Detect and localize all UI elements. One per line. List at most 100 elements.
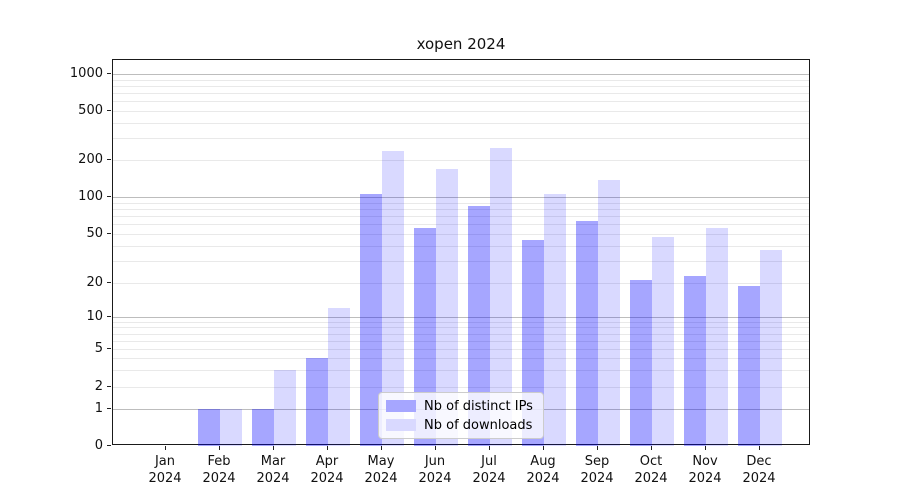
minor-gridline [113, 85, 809, 87]
x-tick-year: 2024 [688, 471, 722, 486]
x-tick-year: 2024 [148, 471, 182, 486]
chart-title: xopen 2024 [416, 35, 506, 53]
x-tick-year: 2024 [418, 471, 452, 486]
bar-downloads [490, 148, 512, 446]
minor-gridline [113, 349, 809, 350]
bar-downloads [706, 228, 728, 446]
legend-item: Nb of distinct IPs [386, 397, 536, 415]
x-tick-mark [381, 446, 382, 450]
y-tick-label: 1 [94, 400, 103, 416]
bar-distinct-ips [306, 358, 328, 446]
bar-downloads [382, 151, 404, 446]
minor-gridline [113, 101, 809, 103]
major-gridline [113, 317, 809, 318]
y-tick-mark [107, 110, 111, 111]
x-tick-month: Oct [639, 454, 663, 469]
minor-gridline [113, 216, 809, 217]
x-tick-year: 2024 [364, 471, 398, 486]
y-tick-label: 20 [86, 274, 103, 290]
minor-gridline [113, 122, 809, 124]
x-tick-label: Sep 2024 [570, 453, 624, 487]
bar-distinct-ips [738, 285, 760, 446]
minor-gridline [113, 333, 809, 335]
x-tick-mark [705, 446, 706, 450]
x-tick-mark [327, 446, 328, 450]
bar-downloads [760, 250, 782, 446]
minor-gridline [113, 370, 809, 372]
major-gridline [113, 74, 809, 75]
x-tick-mark [273, 446, 274, 450]
minor-gridline [113, 111, 809, 112]
bar-distinct-ips [252, 409, 274, 446]
bar-distinct-ips [414, 228, 436, 446]
x-tick-label: Dec 2024 [732, 453, 786, 487]
bar-distinct-ips [198, 409, 220, 446]
x-tick-mark [651, 446, 652, 450]
x-tick-year: 2024 [634, 471, 668, 486]
x-tick-month: Jul [481, 454, 497, 469]
y-tick-label: 200 [78, 151, 103, 167]
y-tick-label: 10 [86, 308, 103, 324]
x-tick-mark [435, 446, 436, 450]
minor-gridline [113, 340, 809, 342]
x-tick-label: Jun 2024 [408, 453, 462, 487]
bar-downloads [436, 168, 458, 446]
x-tick-mark [165, 446, 166, 450]
minor-gridline [113, 358, 809, 360]
minor-gridline [113, 283, 809, 284]
minor-gridline [113, 234, 809, 235]
x-tick-mark [759, 446, 760, 450]
x-tick-label: Nov 2024 [678, 453, 732, 487]
x-tick-mark [543, 446, 544, 450]
bar-distinct-ips [468, 206, 490, 446]
minor-gridline [113, 202, 809, 204]
x-tick-label: Feb 2024 [192, 453, 246, 487]
y-tick-label: 5 [94, 340, 103, 356]
y-tick-mark [107, 73, 111, 74]
minor-gridline [113, 79, 809, 81]
y-tick-mark [107, 159, 111, 160]
x-tick-month: May [367, 454, 395, 469]
minor-gridline [113, 261, 809, 263]
legend-swatch [386, 419, 416, 431]
bar-distinct-ips [360, 194, 382, 446]
minor-gridline [113, 387, 809, 388]
minor-gridline [113, 160, 809, 161]
x-tick-mark [597, 446, 598, 450]
x-tick-month: Feb [207, 454, 231, 469]
y-tick-mark [107, 408, 111, 409]
bar-downloads [274, 370, 296, 446]
legend: Nb of distinct IPs Nb of downloads [378, 392, 544, 439]
x-tick-mark [219, 446, 220, 450]
y-tick-label: 1000 [69, 65, 103, 81]
x-tick-month: Nov [692, 454, 718, 469]
x-tick-label: Jan 2024 [138, 453, 192, 487]
x-tick-year: 2024 [580, 471, 614, 486]
x-tick-year: 2024 [202, 471, 236, 486]
bar-downloads [328, 308, 350, 446]
minor-gridline [113, 327, 809, 329]
x-tick-year: 2024 [472, 471, 506, 486]
x-tick-month: Aug [530, 454, 556, 469]
x-tick-month: Jan [154, 454, 176, 469]
minor-gridline [113, 93, 809, 94]
minor-gridline [113, 208, 809, 210]
x-tick-label: May 2024 [354, 453, 408, 487]
y-tick-label: 500 [78, 102, 103, 118]
x-tick-label: Jul 2024 [462, 453, 516, 487]
x-tick-year: 2024 [256, 471, 290, 486]
x-tick-year: 2024 [526, 471, 560, 486]
bar-downloads [220, 409, 242, 446]
y-tick-mark [107, 445, 111, 446]
plot-area [112, 59, 810, 446]
major-gridline [113, 197, 809, 198]
y-tick-mark [107, 348, 111, 349]
y-tick-mark [107, 196, 111, 197]
bar-distinct-ips [576, 220, 598, 446]
y-tick-label: 100 [78, 188, 103, 204]
y-tick-label: 0 [94, 437, 103, 453]
x-tick-label: Aug 2024 [516, 453, 570, 487]
bar-downloads [652, 237, 674, 446]
y-tick-label: 2 [94, 378, 103, 394]
